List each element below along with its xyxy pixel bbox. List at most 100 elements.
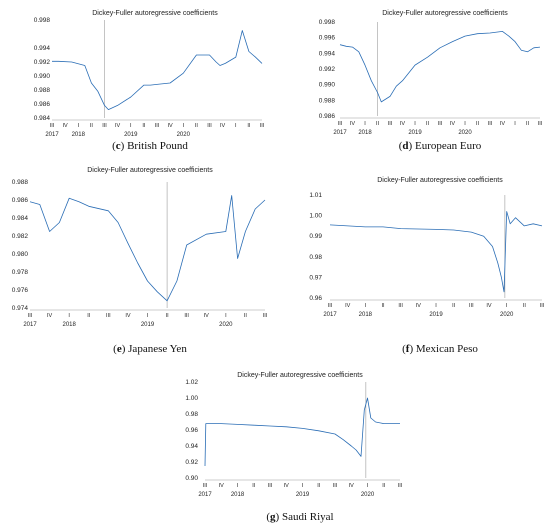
x-quarter-label: III (184, 313, 189, 319)
x-quarter-label: I (414, 121, 416, 127)
y-tick-label: 0.984 (12, 215, 29, 222)
x-year-label: 2020 (458, 130, 472, 136)
y-tick-label: 0.98 (309, 254, 322, 261)
chart-title: Dickey-Fuller autoregressive coefficient… (87, 167, 213, 174)
y-tick-label: 0.984 (34, 115, 51, 122)
x-year-label: 2020 (361, 492, 375, 498)
y-tick-label: 0.992 (319, 66, 336, 73)
x-quarter-label: II (317, 483, 321, 489)
x-quarter-label: I (435, 303, 437, 309)
caption-letter: d (402, 140, 408, 152)
x-year-label: 2017 (198, 492, 212, 498)
caption-text: Japanese Yen (125, 343, 187, 355)
x-quarter-label: II (166, 313, 170, 319)
x-quarter-label: III (268, 483, 273, 489)
y-tick-label: 0.992 (34, 59, 51, 66)
x-quarter-label: III (333, 483, 338, 489)
caption-letter: f (406, 343, 410, 355)
caption-text: Saudi Riyal (279, 511, 333, 523)
x-quarter-label: IV (500, 121, 506, 127)
y-tick-label: 0.978 (12, 269, 29, 276)
chart-title: Dickey-Fuller autoregressive coefficient… (382, 10, 508, 17)
y-tick-label: 0.94 (185, 443, 198, 450)
x-year-label: 2019 (429, 312, 443, 318)
x-year-label: 2017 (333, 130, 347, 136)
x-quarter-label: II (247, 123, 251, 129)
x-quarter-label: II (523, 303, 527, 309)
y-tick-label: 0.988 (319, 97, 336, 104)
x-quarter-label: II (526, 121, 530, 127)
x-year-label: 2018 (72, 132, 86, 138)
y-tick-label: 0.994 (34, 45, 51, 52)
y-tick-label: 0.990 (319, 82, 336, 89)
y-tick-label: 0.988 (12, 179, 29, 186)
x-quarter-label: III (207, 123, 212, 129)
x-quarter-label: IV (349, 483, 355, 489)
x-quarter-label: IV (400, 121, 406, 127)
caption-text: Mexican Peso (413, 343, 478, 355)
panel-caption: (g) Saudi Riyal (266, 511, 333, 523)
x-year-label: 2017 (23, 322, 37, 328)
y-tick-label: 0.976 (12, 287, 29, 294)
y-tick-label: 0.994 (319, 50, 336, 57)
x-quarter-label: III (488, 121, 493, 127)
y-tick-label: 0.97 (309, 274, 322, 281)
x-quarter-label: I (365, 303, 367, 309)
x-quarter-label: IV (115, 123, 121, 129)
caption-letter: c (116, 140, 121, 152)
x-year-label: 2020 (177, 132, 191, 138)
x-quarter-label: IV (416, 303, 422, 309)
x-quarter-label: II (452, 303, 456, 309)
x-quarter-label: I (302, 483, 304, 489)
x-quarter-label: III (50, 123, 55, 129)
chart-panel-d: Dickey-Fuller autoregressive coefficient… (319, 10, 543, 152)
x-quarter-label: III (438, 121, 443, 127)
chart-panel-f: Dickey-Fuller autoregressive coefficient… (309, 177, 544, 355)
x-quarter-label: I (237, 483, 239, 489)
series-line (329, 211, 543, 293)
y-tick-label: 0.96 (185, 427, 198, 434)
x-quarter-label: II (142, 123, 146, 129)
x-quarter-label: II (195, 123, 199, 129)
x-quarter-label: II (252, 483, 256, 489)
x-year-label: 2018 (358, 130, 372, 136)
caption-paren-open: ( (399, 140, 403, 152)
caption-text: British Pound (124, 140, 188, 152)
x-year-label: 2019 (124, 132, 138, 138)
x-quarter-label: III (388, 121, 393, 127)
x-quarter-label: III (28, 313, 33, 319)
x-quarter-label: III (260, 123, 265, 129)
x-quarter-label: IV (219, 483, 225, 489)
x-quarter-label: III (540, 303, 545, 309)
x-quarter-label: III (203, 483, 208, 489)
y-tick-label: 0.986 (34, 101, 51, 108)
caption-letter: e (117, 343, 122, 355)
y-tick-label: 1.01 (309, 192, 322, 199)
x-year-label: 2020 (500, 312, 514, 318)
y-tick-label: 0.986 (319, 113, 336, 120)
x-year-label: 2018 (62, 322, 76, 328)
y-tick-label: 0.92 (185, 459, 198, 466)
x-quarter-label: II (87, 313, 91, 319)
chart-panel-e: Dickey-Fuller autoregressive coefficient… (12, 167, 268, 355)
x-quarter-label: IV (63, 123, 69, 129)
x-quarter-label: I (367, 483, 369, 489)
y-tick-label: 0.990 (34, 73, 51, 80)
x-quarter-label: III (398, 303, 403, 309)
caption-paren-close: ) (122, 343, 126, 355)
x-year-label: 2017 (323, 312, 337, 318)
chart-title: Dickey-Fuller autoregressive coefficient… (237, 372, 363, 379)
chart-panel-g: Dickey-Fuller autoregressive coefficient… (185, 372, 402, 523)
x-quarter-label: III (263, 313, 268, 319)
y-tick-label: 0.988 (34, 87, 51, 94)
series-line (204, 397, 400, 467)
y-tick-label: 0.986 (12, 197, 29, 204)
x-year-label: 2017 (45, 132, 59, 138)
caption-paren-open: ( (266, 511, 270, 523)
series-line (52, 30, 263, 110)
x-quarter-label: I (130, 123, 132, 129)
x-quarter-label: IV (168, 123, 174, 129)
panel-caption: (c) British Pound (112, 140, 188, 152)
x-quarter-label: III (338, 121, 343, 127)
caption-paren-close: ) (409, 140, 413, 152)
